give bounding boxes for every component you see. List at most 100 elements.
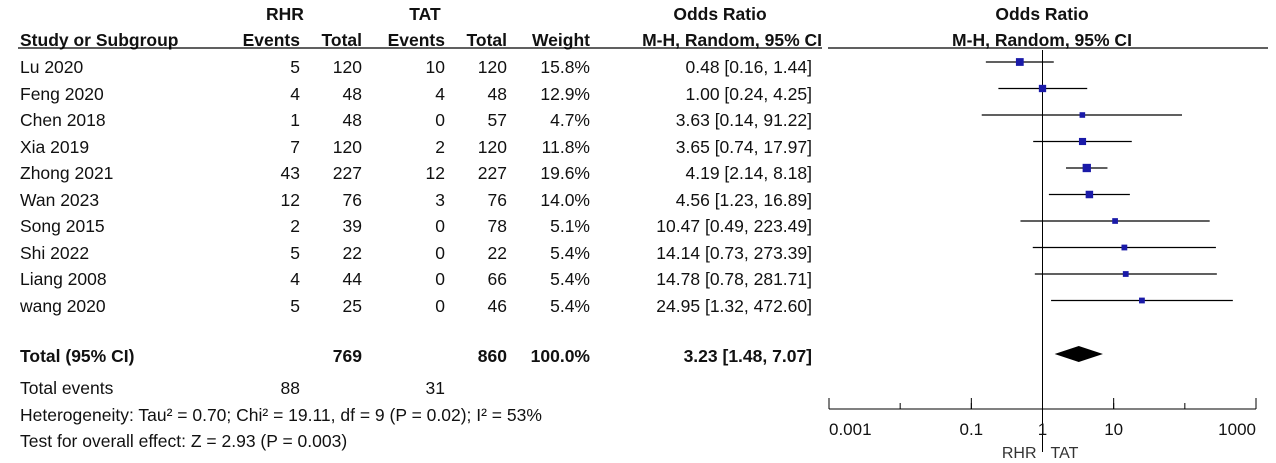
row-weight: 5.1%	[550, 216, 590, 236]
row-study: Lu 2020	[20, 57, 84, 77]
row-total1: 48	[342, 83, 362, 104]
heterogeneity-text: Heterogeneity: Tau² = 0.70; Chi² = 19.11…	[20, 405, 542, 425]
study-marker	[1082, 163, 1091, 173]
row-total1: 76	[342, 189, 362, 210]
favours-left-label: RHR	[1002, 445, 1037, 462]
row-events2: 10	[425, 57, 445, 77]
col-method-header: M-H, Random, 95% CI	[642, 30, 822, 50]
col-total2-header: Total	[466, 30, 507, 50]
row-events1: 4	[290, 83, 300, 104]
total-events-label: Total events	[20, 378, 114, 398]
row-total2: 76	[487, 189, 507, 210]
row-events1: 43	[280, 163, 300, 183]
col-study-header: Study or Subgroup	[20, 30, 179, 50]
row-total2: 120	[477, 57, 507, 77]
row-total2: 227	[477, 163, 507, 183]
row-total1: 120	[332, 136, 362, 157]
x-axis-tick-label: 10	[1104, 420, 1123, 439]
row-total2: 78	[487, 216, 507, 236]
overall-effect-text: Test for overall effect: Z = 2.93 (P = 0…	[20, 431, 348, 451]
row-events2: 0	[435, 110, 445, 130]
total-events-e1: 88	[280, 378, 300, 398]
row-total2: 22	[487, 242, 507, 263]
row-study: Zhong 2021	[20, 163, 114, 183]
pooled-diamond	[1054, 346, 1103, 362]
row-study: Chen 2018	[20, 110, 106, 130]
row-total1: 48	[342, 110, 362, 130]
row-study: Song 2015	[20, 216, 105, 236]
study-marker	[1078, 137, 1087, 146]
study-marker	[1085, 190, 1094, 199]
row-ci: 14.78 [0.78, 281.71]	[656, 269, 812, 289]
row-events2: 3	[435, 189, 445, 210]
row-study: wang 2020	[20, 295, 106, 316]
x-axis-tick-label: 1	[1038, 420, 1047, 439]
col-weight-header: Weight	[531, 30, 590, 50]
row-weight: 15.8%	[540, 57, 590, 77]
col-events1-header: Events	[242, 30, 300, 50]
row-weight: 11.8%	[541, 136, 590, 157]
col-total1-header: Total	[321, 30, 362, 50]
total-label: Total (95% CI)	[20, 346, 135, 366]
row-events2: 0	[435, 216, 445, 236]
row-weight: 5.4%	[550, 269, 590, 289]
study-marker	[1079, 112, 1086, 118]
row-ci: 24.95 [1.32, 472.60]	[656, 295, 812, 316]
row-events2: 12	[425, 163, 445, 183]
group2-header: TAT	[409, 4, 441, 24]
row-weight: 4.7%	[550, 110, 590, 130]
row-total1: 25	[342, 295, 362, 316]
row-weight: 19.6%	[540, 163, 590, 183]
row-events1: 5	[290, 295, 300, 316]
row-total2: 46	[487, 295, 507, 316]
plot-method-header: M-H, Random, 95% CI	[952, 30, 1132, 50]
row-events1: 4	[290, 269, 300, 289]
row-ci: 1.00 [0.24, 4.25]	[685, 83, 813, 104]
or-column-title: Odds Ratio	[673, 4, 767, 24]
x-axis-tick-label: 0.1	[960, 420, 984, 439]
row-events2: 0	[435, 295, 445, 316]
total-t1: 769	[332, 346, 362, 366]
row-ci: 0.48 [0.16, 1.44]	[685, 57, 813, 77]
row-events1: 2	[290, 216, 300, 236]
row-events1: 7	[290, 136, 300, 157]
row-events2: 0	[435, 242, 445, 263]
group1-header: RHR	[266, 4, 304, 24]
row-weight: 5.4%	[550, 242, 590, 263]
study-marker	[1038, 84, 1047, 93]
row-events2: 0	[435, 269, 445, 289]
study-marker	[1121, 244, 1128, 251]
study-marker	[1139, 297, 1145, 304]
row-events1: 12	[280, 189, 300, 210]
row-study: Feng 2020	[20, 83, 104, 104]
row-study: Liang 2008	[20, 269, 107, 289]
x-axis-tick-label: 1000	[1218, 420, 1256, 439]
row-total2: 120	[477, 136, 507, 157]
row-total2: 66	[487, 269, 507, 289]
row-ci: 14.14 [0.73, 273.39]	[656, 242, 812, 263]
study-marker	[1112, 218, 1118, 224]
row-ci: 10.47 [0.49, 223.49]	[656, 216, 812, 236]
col-events2-header: Events	[387, 30, 445, 50]
row-ci: 3.63 [0.14, 91.22]	[675, 110, 812, 130]
study-marker	[1122, 271, 1129, 277]
row-total1: 22	[342, 242, 362, 263]
row-study: Shi 2022	[20, 242, 90, 263]
study-marker	[1015, 58, 1024, 66]
row-ci: 3.65 [0.74, 17.97]	[675, 136, 812, 157]
x-axis-tick-label: 0.001	[829, 420, 872, 439]
row-total1: 227	[332, 163, 362, 183]
row-ci: 4.19 [2.14, 8.18]	[685, 163, 813, 183]
plot-title: Odds Ratio	[995, 4, 1089, 24]
row-events2: 4	[435, 83, 445, 104]
favours-right-label: TAT	[1051, 445, 1079, 462]
row-events2: 2	[435, 136, 445, 157]
row-total2: 48	[487, 83, 507, 104]
row-total1: 120	[332, 57, 362, 77]
total-weight: 100.0%	[530, 346, 590, 366]
row-events1: 5	[290, 242, 300, 263]
row-total2: 57	[487, 110, 507, 130]
total-ci: 3.23 [1.48, 7.07]	[683, 346, 812, 366]
row-weight: 12.9%	[540, 83, 590, 104]
